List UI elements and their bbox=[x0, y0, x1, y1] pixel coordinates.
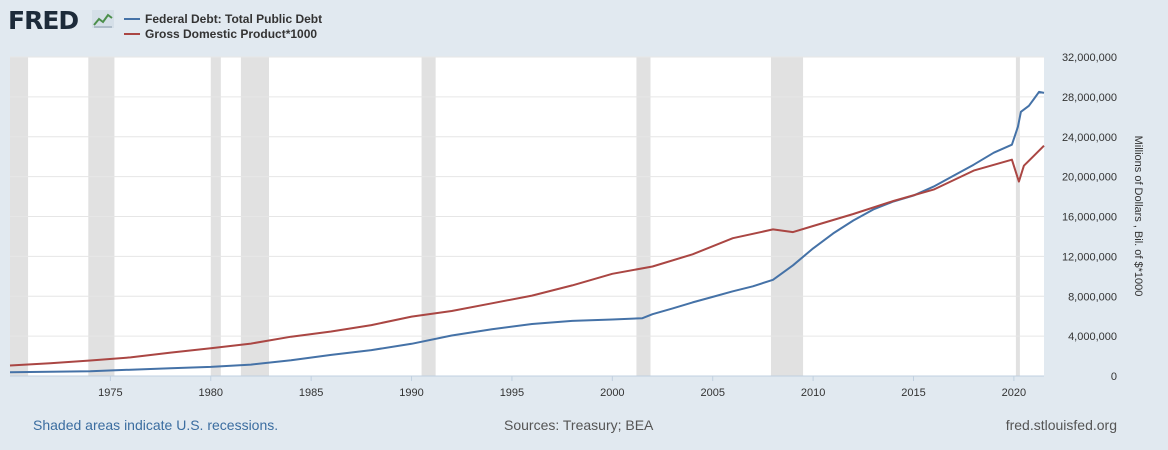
y-tick-label: 0 bbox=[1111, 371, 1117, 383]
series-lines bbox=[9, 90, 1045, 374]
x-tick-label: 2010 bbox=[801, 387, 825, 399]
series-line-federal-debt bbox=[9, 90, 1045, 374]
x-tick-label: 2000 bbox=[600, 387, 624, 399]
x-tick-label: 1995 bbox=[500, 387, 524, 399]
y-tick-label: 20,000,000 bbox=[1062, 172, 1117, 184]
x-tick-label: 2020 bbox=[1002, 387, 1026, 399]
y-tick-label: 28,000,000 bbox=[1062, 92, 1117, 104]
legend-swatch-gdp bbox=[124, 32, 140, 35]
y-axis-label: Millions of Dollars , Bil. of $*1000 bbox=[1132, 135, 1144, 297]
y-tick-label: 8,000,000 bbox=[1068, 291, 1117, 303]
y-axis: 0 4,000,000 8,000,000 12,000,000 16,000,000 2… bbox=[1062, 52, 1117, 383]
line-chart-icon bbox=[92, 10, 114, 28]
x-tick-label: 2005 bbox=[700, 387, 724, 399]
legend-label-gdp: Gross Domestic Product*1000 bbox=[145, 26, 318, 41]
legend-label-federal-debt: Federal Debt: Total Public Debt bbox=[145, 11, 323, 26]
x-tick-label: 2015 bbox=[901, 387, 925, 399]
legend: Federal Debt: Total Public Debt Gross Do… bbox=[124, 11, 322, 41]
y-tick-label: 32,000,000 bbox=[1062, 52, 1117, 64]
x-axis: 1975 1980 1985 1990 1995 2000 2005 2010 2015 2020 bbox=[10, 375, 1044, 399]
legend-swatch-federal-debt bbox=[124, 17, 140, 20]
source-link[interactable]: fred.stlouisfed.org bbox=[1005, 417, 1117, 433]
x-tick-label: 1990 bbox=[399, 387, 423, 399]
legend-item-federal-debt[interactable]: Federal Debt: Total Public Debt bbox=[124, 11, 322, 26]
x-tick-label: 1975 bbox=[98, 387, 122, 399]
sources-note: Sources: Treasury; BEA bbox=[504, 417, 654, 433]
series-line-gdp bbox=[9, 144, 1045, 367]
y-tick-label: 12,000,000 bbox=[1062, 251, 1117, 263]
x-tick-label: 1980 bbox=[199, 387, 223, 399]
legend-item-gdp[interactable]: Gross Domestic Product*1000 bbox=[124, 26, 322, 41]
y-tick-label: 4,000,000 bbox=[1068, 331, 1117, 343]
fred-logo[interactable]: FRED bbox=[8, 6, 79, 35]
y-tick-label: 24,000,000 bbox=[1062, 132, 1117, 144]
y-tick-label: 16,000,000 bbox=[1062, 212, 1117, 224]
x-tick-label: 1985 bbox=[299, 387, 323, 399]
recession-note: Shaded areas indicate U.S. recessions. bbox=[33, 417, 279, 433]
